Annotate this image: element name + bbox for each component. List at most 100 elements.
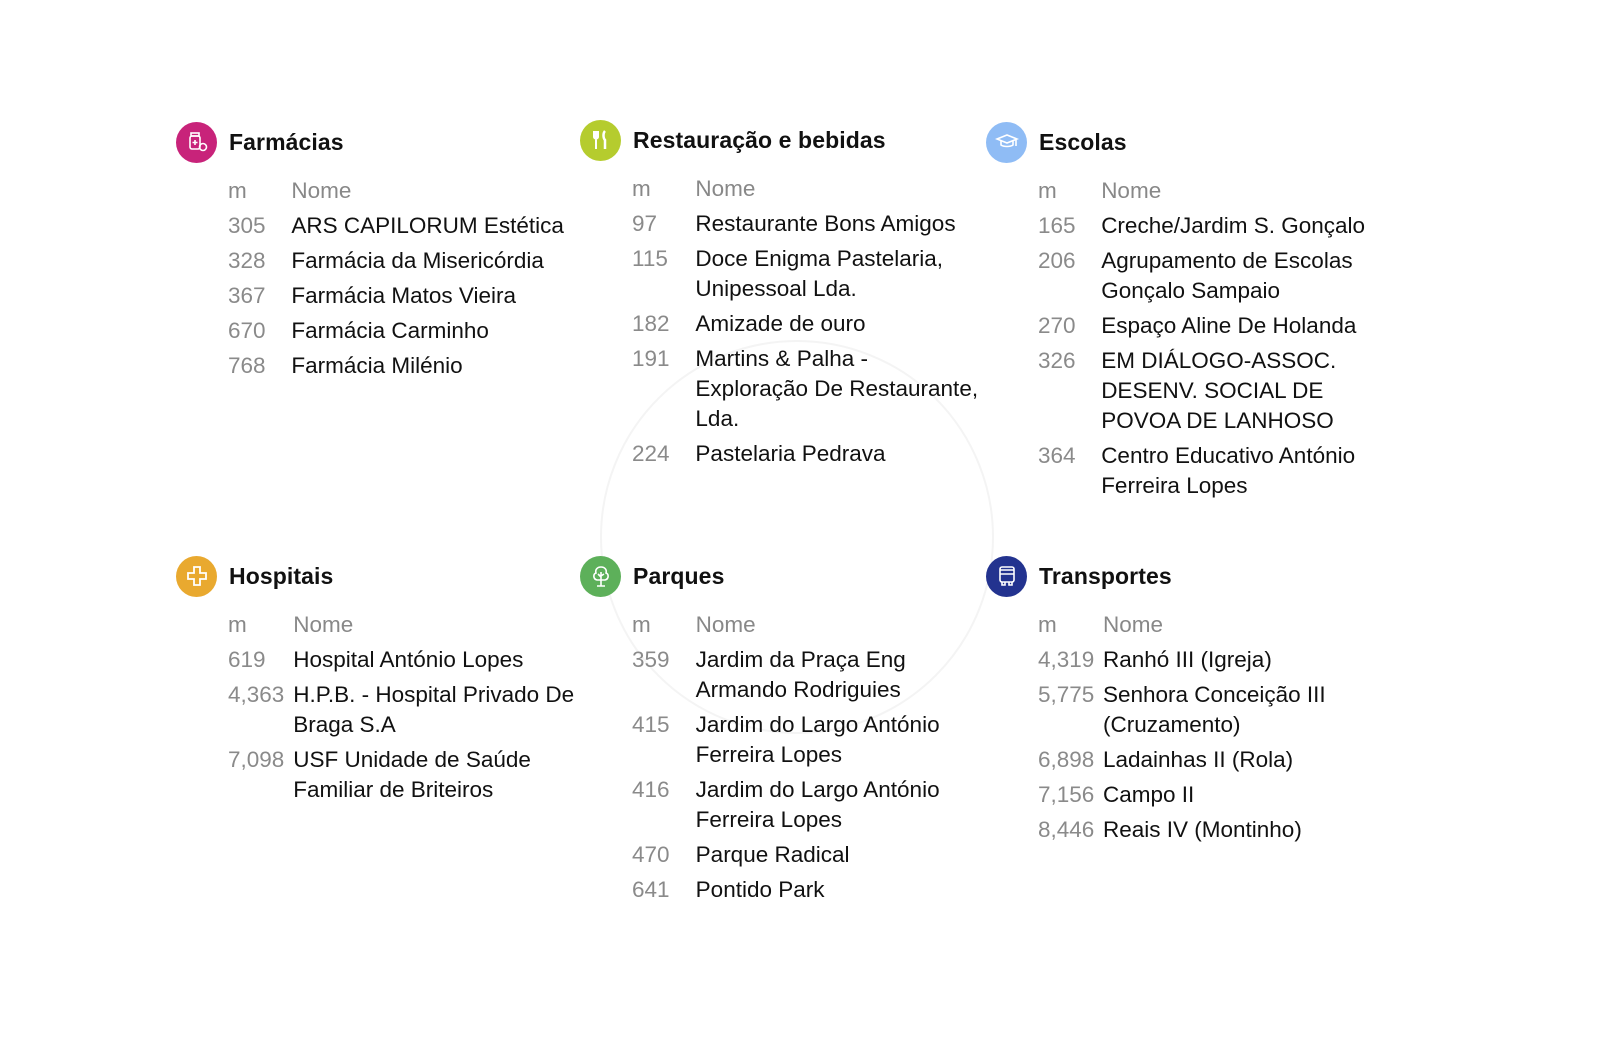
table-row: 470 Parque Radical xyxy=(632,840,980,875)
place-name: Campo II xyxy=(1102,782,1195,807)
place-name: Farmácia Milénio xyxy=(291,353,463,378)
distance: 670 xyxy=(228,318,266,343)
section-title: Transportes xyxy=(1039,562,1172,589)
table-header: m Nome xyxy=(632,174,980,209)
table-row: 641 Pontido Park xyxy=(632,875,980,910)
section-parques: Parques m Nome 359 Jardim da Praça Eng Arma… xyxy=(580,554,980,910)
table-row: 768 Farmácia Milénio xyxy=(228,351,576,386)
table-row: 115 Doce Enigma Pastelaria, Unipessoal Ld… xyxy=(632,244,980,309)
table-header: m Nome xyxy=(1038,176,1386,211)
table-row: 305 ARS CAPILORUM Estética xyxy=(228,211,576,246)
place-name: Jardim do Largo António Ferreira Lopes xyxy=(695,777,940,832)
places-table: m Nome 619 Hospital António Lopes 4,363 H.P.B… xyxy=(228,610,576,810)
section-farmacias: Farmácias m Nome 305 ARS CAPILORUM Estética… xyxy=(176,120,576,386)
section-header: Farmácias xyxy=(176,120,576,164)
table-row: 326 EM DIÁLOGO-ASSOC. DESENV. SOCIAL DE P… xyxy=(1038,346,1386,441)
col-header-m: m xyxy=(228,178,247,203)
place-name: Pastelaria Pedrava xyxy=(695,441,886,466)
section-hospitais: Hospitais m Nome 619 Hospital António Lopes… xyxy=(176,554,576,810)
col-header-m: m xyxy=(228,612,247,637)
section-title: Parques xyxy=(633,562,725,589)
table-row: 7,098 USF Unidade de Saúde Familiar de Br… xyxy=(228,745,576,810)
table-row: 4,319 Ranhó III (Igreja) xyxy=(1038,645,1386,680)
table-row: 191 Martins & Palha - Exploração De Resta… xyxy=(632,344,980,439)
distance: 4,363 xyxy=(228,682,285,707)
col-header-name: Nome xyxy=(695,176,756,201)
section-header: Restauração e bebidas xyxy=(580,118,980,162)
section-restauracao-e-bebidas: Restauração e bebidas m Nome 97 Restaurante… xyxy=(580,118,980,474)
place-name: Doce Enigma Pastelaria, Unipessoal Lda. xyxy=(695,246,944,301)
table-row: 328 Farmácia da Misericórdia xyxy=(228,246,576,281)
col-header-m: m xyxy=(632,612,651,637)
places-table: m Nome 165 Creche/Jardim S. Gonçalo 206 Agrup… xyxy=(1038,176,1386,506)
distance: 305 xyxy=(228,213,266,238)
places-table: m Nome 4,319 Ranhó III (Igreja) 5,775 Senhora… xyxy=(1038,610,1386,850)
distance: 206 xyxy=(1038,248,1076,273)
place-name: Farmácia Matos Vieira xyxy=(291,283,517,308)
distance: 97 xyxy=(632,211,658,236)
section-title: Escolas xyxy=(1039,128,1127,155)
col-header-name: Nome xyxy=(695,612,756,637)
col-header-m: m xyxy=(632,176,651,201)
section-header: Escolas xyxy=(986,120,1386,164)
place-name: Jardim do Largo António Ferreira Lopes xyxy=(695,712,940,767)
col-header-name: Nome xyxy=(291,178,352,203)
place-name: USF Unidade de Saúde Familiar de Briteir… xyxy=(293,747,531,802)
place-name: Parque Radical xyxy=(695,842,850,867)
distance: 7,098 xyxy=(228,747,285,772)
distance: 364 xyxy=(1038,443,1076,468)
place-name: Farmácia Carminho xyxy=(291,318,489,343)
pill-bottle-icon xyxy=(176,121,217,163)
distance: 7,156 xyxy=(1038,782,1095,807)
distance: 6,898 xyxy=(1038,747,1095,772)
distance: 270 xyxy=(1038,313,1076,338)
place-name: Restaurante Bons Amigos xyxy=(695,211,956,236)
table-header: m Nome xyxy=(632,610,980,645)
distance: 470 xyxy=(632,842,670,867)
distance: 165 xyxy=(1038,213,1076,238)
place-name: Martins & Palha - Exploração De Restaura… xyxy=(695,346,979,431)
table-row: 619 Hospital António Lopes xyxy=(228,645,576,680)
place-name: Farmácia da Misericórdia xyxy=(291,248,544,273)
place-name: Reais IV (Montinho) xyxy=(1102,817,1302,842)
table-row: 182 Amizade de ouro xyxy=(632,309,980,344)
distance: 619 xyxy=(228,647,266,672)
table-row: 6,898 Ladainhas II (Rola) xyxy=(1038,745,1386,780)
place-name: Amizade de ouro xyxy=(695,311,866,336)
bus-icon xyxy=(986,555,1027,597)
table-row: 364 Centro Educativo António Ferreira Lop… xyxy=(1038,441,1386,506)
table-row: 670 Farmácia Carminho xyxy=(228,316,576,351)
table-row: 224 Pastelaria Pedrava xyxy=(632,439,980,474)
section-title: Farmácias xyxy=(229,128,344,155)
table-row: 270 Espaço Aline De Holanda xyxy=(1038,311,1386,346)
table-header: m Nome xyxy=(1038,610,1386,645)
col-header-name: Nome xyxy=(293,612,354,637)
distance: 182 xyxy=(632,311,670,336)
col-header-m: m xyxy=(1038,612,1057,637)
table-row: 7,156 Campo II xyxy=(1038,780,1386,815)
table-row: 416 Jardim do Largo António Ferreira Lope… xyxy=(632,775,980,840)
distance: 416 xyxy=(632,777,670,802)
distance: 641 xyxy=(632,877,670,902)
table-row: 4,363 H.P.B. - Hospital Privado De Braga … xyxy=(228,680,576,745)
medical-cross-icon xyxy=(176,555,217,597)
place-name: Ranhó III (Igreja) xyxy=(1102,647,1272,672)
section-header: Transportes xyxy=(986,554,1386,598)
table-row: 415 Jardim do Largo António Ferreira Lope… xyxy=(632,710,980,775)
table-row: 367 Farmácia Matos Vieira xyxy=(228,281,576,316)
distance: 359 xyxy=(632,647,670,672)
table-row: 5,775 Senhora Conceição III (Cruzamento) xyxy=(1038,680,1386,745)
section-transportes: Transportes m Nome 4,319 Ranhó III (Igreja)… xyxy=(986,554,1386,850)
distance: 768 xyxy=(228,353,266,378)
place-name: Creche/Jardim S. Gonçalo xyxy=(1101,213,1366,238)
table-row: 359 Jardim da Praça Eng Armando Rodriguie… xyxy=(632,645,980,710)
places-table: m Nome 305 ARS CAPILORUM Estética 328 Farmáci… xyxy=(228,176,576,386)
distance: 8,446 xyxy=(1038,817,1095,842)
graduation-cap-icon xyxy=(986,121,1027,163)
section-title: Hospitais xyxy=(229,562,334,589)
table-row: 97 Restaurante Bons Amigos xyxy=(632,209,980,244)
place-name: EM DIÁLOGO-ASSOC. DESENV. SOCIAL DE POVO… xyxy=(1101,348,1337,433)
table-header: m Nome xyxy=(228,610,576,645)
place-name: ARS CAPILORUM Estética xyxy=(291,213,564,238)
section-escolas: Escolas m Nome 165 Creche/Jardim S. Gonçalo… xyxy=(986,120,1386,506)
